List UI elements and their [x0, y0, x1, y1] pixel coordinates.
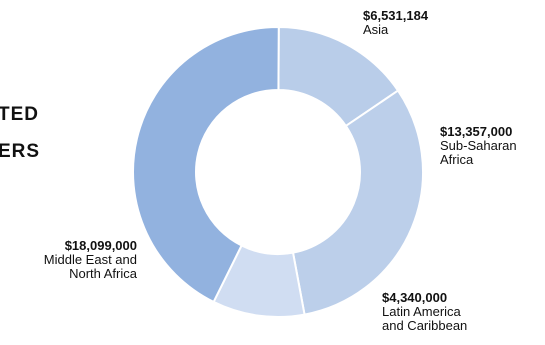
category-label-sub-saharan-africa-2: Africa [440, 152, 474, 167]
label-sub-saharan-africa: $13,357,000 Sub-Saharan Africa [440, 125, 517, 167]
category-label-latin-america-2: and Caribbean [382, 318, 468, 333]
category-label-sub-saharan-africa-1: Sub-Saharan [440, 138, 517, 153]
category-label-middle-east-2: North Africa [69, 266, 137, 281]
category-label-asia: Asia [363, 22, 389, 37]
slice-middle-east [132, 26, 280, 304]
slice-sub-saharan-africa [291, 89, 424, 316]
value-label-latin-america: $4,340,000 [382, 290, 448, 305]
value-label-sub-saharan-africa: $13,357,000 [440, 124, 513, 139]
title-line-2: ERS [0, 141, 41, 162]
category-label-latin-america-1: Latin America [382, 304, 461, 319]
category-label-middle-east-1: Middle East and [43, 252, 137, 267]
title-line-1: TED [0, 104, 39, 125]
label-asia: $6,531,184 Asia [363, 9, 428, 37]
label-middle-east: $18,099,000 Middle East and North Africa [44, 239, 137, 281]
label-latin-america: $4,340,000 Latin America and Caribbean [382, 291, 467, 333]
value-label-asia: $6,531,184 [363, 8, 429, 23]
value-label-middle-east: $18,099,000 [64, 238, 137, 253]
